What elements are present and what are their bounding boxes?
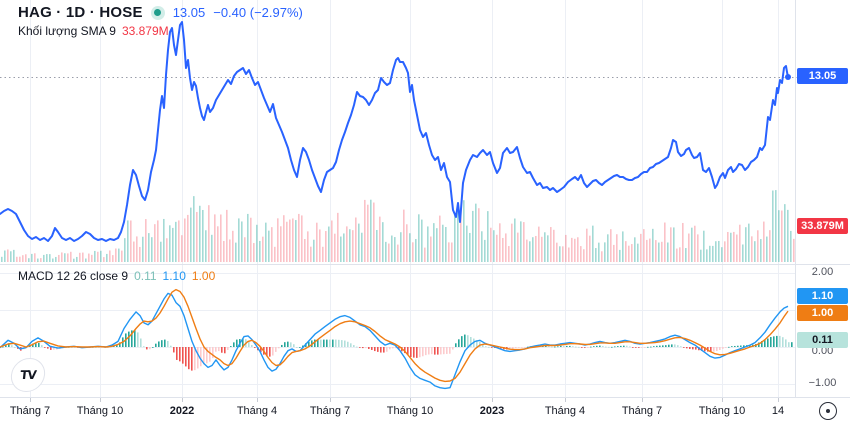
macd-scale-tick: −1.00 (808, 377, 837, 389)
market-status-icon[interactable] (150, 5, 165, 20)
time-scale[interactable]: Tháng 7 Tháng 10 2022 Tháng 4 Tháng 7 Tháng 1… (0, 398, 850, 424)
time-axis-label: 14 (771, 405, 785, 417)
macd-scale-tick: 2.00 (811, 266, 834, 278)
macd-hist-value: 0.11 (134, 269, 157, 283)
volume-legend: Khối lượng SMA 9 33.879M (18, 24, 169, 38)
volume-indicator-label: Khối lượng SMA 9 (18, 24, 116, 38)
macd-hist-badge: 0.11 (797, 332, 848, 348)
volume-value: 33.879M (121, 24, 169, 38)
time-axis-label: Tháng 7 (621, 405, 663, 417)
last-price-badge: 13.05 (797, 68, 848, 84)
timezone-settings-icon[interactable] (819, 402, 837, 420)
price-change: −0.40 (−2.97%) (213, 5, 303, 20)
symbol-legend: HAG · 1D · HOSE 13.05 −0.40 (−2.97%) (18, 4, 303, 21)
macd-signal-badge: 1.00 (797, 305, 848, 321)
time-axis-label: Tháng 7 (309, 405, 351, 417)
macd-scale-tick: 0.00 (811, 345, 834, 357)
last-price: 13.05 (172, 5, 206, 20)
macd-line-badge: 1.10 (797, 288, 848, 304)
macd-line-value: 1.10 (162, 269, 186, 283)
time-axis-label: Tháng 4 (544, 405, 586, 417)
time-axis-label: Tháng 10 (76, 405, 124, 417)
macd-legend: MACD 12 26 close 9 0.11 1.10 1.00 (18, 269, 215, 283)
time-axis-label: Tháng 10 (386, 405, 434, 417)
time-axis-label: 2023 (479, 405, 505, 417)
time-axis-label: Tháng 7 (9, 405, 51, 417)
macd-signal-value: 1.00 (191, 269, 216, 283)
macd-indicator-label: MACD 12 26 close 9 (18, 269, 129, 283)
time-axis-label: Tháng 10 (698, 405, 746, 417)
time-axis-label: Tháng 4 (236, 405, 278, 417)
symbol-title: HAG · 1D · HOSE (18, 4, 143, 21)
volume-badge: 33.879M (797, 218, 848, 234)
time-axis-label: 2022 (169, 405, 195, 417)
